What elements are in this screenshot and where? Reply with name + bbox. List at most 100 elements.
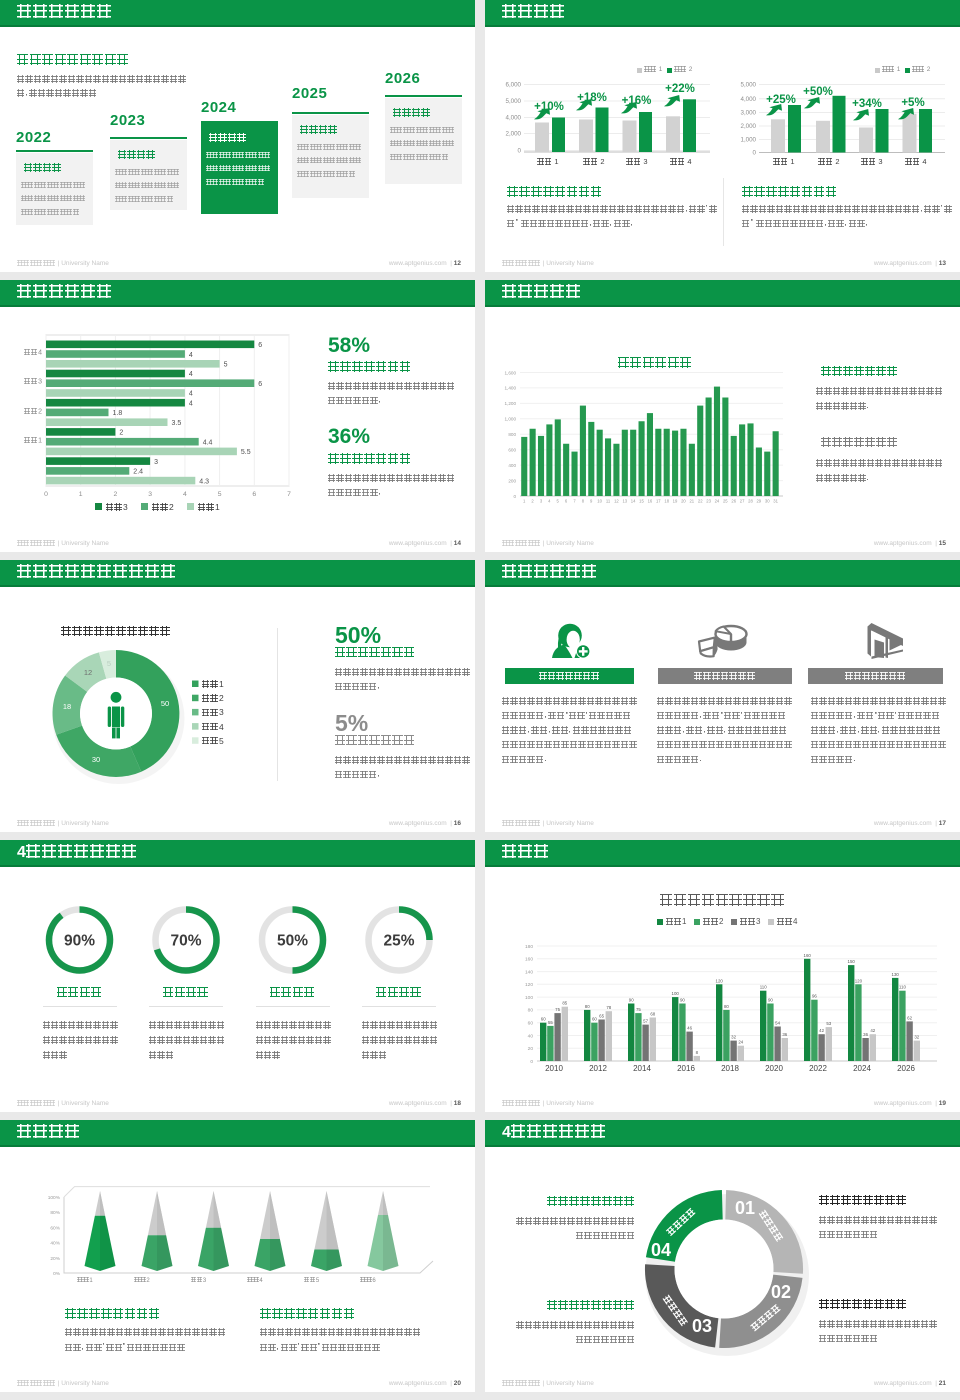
svg-text:2022: 2022: [809, 1064, 827, 1073]
svg-text:5.5: 5.5: [241, 449, 251, 456]
svg-text:180: 180: [525, 944, 533, 950]
svg-text:80: 80: [724, 1004, 729, 1009]
svg-text:0: 0: [530, 1059, 533, 1065]
svg-text:160: 160: [804, 953, 812, 958]
svg-text:12: 12: [614, 499, 619, 504]
svg-text:1.8: 1.8: [113, 410, 123, 417]
svg-text:16: 16: [648, 499, 653, 504]
svg-text:100%: 100%: [48, 1195, 61, 1201]
svg-text:55: 55: [548, 1020, 553, 1025]
svg-text:70%: 70%: [170, 933, 201, 950]
svg-text:1,000: 1,000: [505, 417, 517, 422]
svg-text:4: 4: [189, 400, 193, 407]
svg-text:2.4: 2.4: [133, 469, 143, 476]
svg-text:0%: 0%: [53, 1271, 61, 1277]
svg-text:02: 02: [771, 1282, 791, 1302]
svg-text:32: 32: [731, 1035, 736, 1040]
svg-text:5: 5: [224, 362, 228, 369]
svg-text:6: 6: [565, 499, 568, 504]
svg-text:50: 50: [161, 699, 169, 708]
svg-text:75: 75: [636, 1007, 641, 1012]
svg-text:2024: 2024: [853, 1064, 871, 1073]
svg-text:1,600: 1,600: [505, 370, 517, 375]
svg-text:9: 9: [590, 499, 593, 504]
svg-text:0: 0: [518, 148, 522, 155]
svg-text:2012: 2012: [589, 1064, 607, 1073]
svg-text:6,000: 6,000: [506, 82, 522, 89]
svg-text:160: 160: [525, 957, 533, 963]
svg-text:80: 80: [528, 1008, 534, 1014]
svg-text:3,000: 3,000: [741, 110, 757, 117]
svg-text:5: 5: [557, 499, 560, 504]
svg-text:80%: 80%: [50, 1210, 60, 1216]
svg-text:2,000: 2,000: [506, 131, 522, 138]
svg-text:2026: 2026: [897, 1064, 915, 1073]
svg-text:2: 2: [531, 499, 534, 504]
svg-text:2: 2: [119, 430, 123, 437]
svg-text:62: 62: [907, 1015, 912, 1020]
svg-text:2: 2: [114, 491, 118, 498]
svg-text:1,400: 1,400: [505, 386, 517, 391]
svg-text:6: 6: [252, 491, 256, 498]
svg-text:60: 60: [541, 1017, 546, 1022]
svg-text:30: 30: [765, 499, 770, 504]
svg-text:4.4: 4.4: [203, 439, 213, 446]
svg-text:400: 400: [508, 463, 516, 468]
svg-text:68: 68: [650, 1012, 655, 1017]
svg-text:4.3: 4.3: [199, 478, 209, 485]
svg-text:4: 4: [548, 499, 551, 504]
svg-text:+22%: +22%: [665, 83, 695, 95]
svg-text:90: 90: [680, 998, 685, 1003]
svg-text:3: 3: [540, 499, 543, 504]
svg-text:04: 04: [651, 1240, 671, 1260]
svg-text:0: 0: [753, 150, 757, 157]
svg-text:28: 28: [748, 499, 753, 504]
svg-text:3: 3: [148, 491, 152, 498]
svg-text:36: 36: [782, 1032, 787, 1037]
svg-text:110: 110: [899, 985, 907, 990]
svg-text:20: 20: [681, 499, 686, 504]
svg-text:30: 30: [92, 755, 100, 764]
svg-text:1: 1: [523, 499, 526, 504]
svg-text:+25%: +25%: [766, 94, 796, 106]
svg-text:8: 8: [696, 1050, 699, 1055]
svg-text:120: 120: [716, 978, 724, 983]
svg-text:3.5: 3.5: [172, 420, 182, 427]
svg-text:01: 01: [735, 1198, 755, 1218]
svg-text:15: 15: [639, 499, 644, 504]
svg-text:4: 4: [189, 371, 193, 378]
svg-text:1,000: 1,000: [741, 137, 757, 144]
svg-text:42: 42: [870, 1028, 875, 1033]
svg-text:25: 25: [723, 499, 728, 504]
svg-text:60%: 60%: [50, 1225, 60, 1231]
svg-text:+34%: +34%: [852, 98, 882, 110]
svg-text:+50%: +50%: [803, 86, 833, 98]
svg-text:140: 140: [525, 969, 533, 975]
svg-text:90%: 90%: [64, 933, 95, 950]
svg-text:7: 7: [573, 499, 576, 504]
svg-text:40%: 40%: [50, 1241, 60, 1247]
svg-text:4,000: 4,000: [506, 115, 522, 122]
svg-text:200: 200: [508, 478, 516, 483]
svg-text:31: 31: [773, 499, 778, 504]
svg-text:12: 12: [84, 668, 92, 677]
svg-text:11: 11: [606, 499, 611, 504]
svg-text:0: 0: [44, 491, 48, 498]
svg-text:26: 26: [731, 499, 736, 504]
svg-text:14: 14: [631, 499, 636, 504]
svg-text:4: 4: [183, 491, 187, 498]
svg-text:5,000: 5,000: [741, 82, 757, 89]
svg-text:27: 27: [740, 499, 745, 504]
svg-text:130: 130: [892, 972, 900, 977]
svg-text:5: 5: [107, 659, 111, 668]
svg-text:96: 96: [812, 994, 817, 999]
svg-text:90: 90: [629, 998, 634, 1003]
svg-text:10: 10: [597, 499, 602, 504]
svg-text:18: 18: [63, 702, 71, 711]
svg-text:+5%: +5%: [901, 97, 924, 109]
svg-text:7: 7: [287, 491, 291, 498]
svg-text:110: 110: [760, 985, 768, 990]
svg-text:100: 100: [525, 995, 533, 1001]
svg-text:29: 29: [756, 499, 761, 504]
svg-text:8: 8: [582, 499, 585, 504]
